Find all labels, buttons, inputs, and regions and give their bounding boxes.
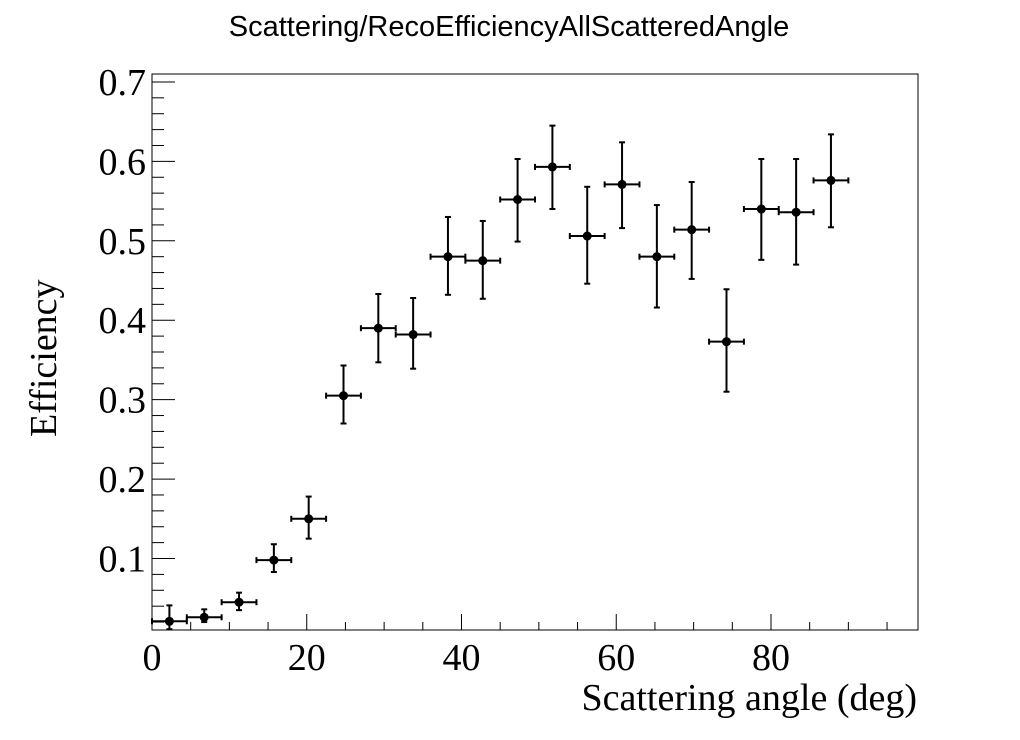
y-axis: 0.1 0.2 0.3 0.4 0.5 0.6 0.7	[99, 62, 175, 623]
y-tick-label: 0.1	[99, 539, 147, 581]
data-marker	[199, 612, 209, 622]
data-point	[742, 157, 780, 261]
x-axis: 0 20 40 60 80	[143, 614, 888, 679]
data-marker	[722, 337, 731, 347]
data-point	[429, 215, 467, 296]
data-marker	[478, 256, 488, 266]
plot-frame	[151, 73, 919, 631]
data-point	[708, 288, 745, 393]
data-marker	[164, 616, 174, 626]
data-marker	[652, 252, 662, 262]
data-marker	[547, 162, 557, 172]
x-tick-label: 40	[442, 637, 480, 679]
data-marker	[826, 175, 836, 185]
y-axis-title: Efficiency	[23, 279, 65, 437]
data-point	[812, 133, 850, 229]
x-tick-label: 80	[752, 637, 790, 679]
data-point	[638, 204, 676, 309]
x-axis-title: Scattering angle (deg)	[581, 677, 917, 719]
data-point	[603, 141, 641, 230]
data-marker	[339, 391, 348, 401]
data-marker	[687, 225, 697, 235]
data-point	[359, 293, 397, 364]
data-point	[325, 364, 362, 425]
y-tick-label: 0.2	[99, 459, 147, 501]
y-tick-label: 0.7	[99, 62, 147, 104]
data-point	[255, 543, 293, 574]
data-marker	[513, 194, 523, 204]
x-tick-label: 20	[288, 637, 326, 679]
data-marker	[582, 231, 592, 241]
data-marker	[408, 330, 418, 340]
data-point	[151, 604, 188, 631]
data-marker	[756, 204, 766, 214]
y-tick-label: 0.3	[99, 380, 147, 422]
chart-title: Scattering/RecoEfficiencyAllScatteredAng…	[229, 11, 789, 43]
data-marker	[443, 252, 453, 262]
data-series	[151, 124, 850, 631]
data-point	[673, 181, 711, 280]
data-marker	[617, 179, 627, 189]
y-tick-label: 0.4	[99, 300, 147, 342]
y-tick-label: 0.6	[99, 141, 147, 183]
data-point	[220, 591, 258, 612]
data-marker	[791, 207, 801, 217]
data-marker	[234, 597, 244, 607]
data-point	[290, 495, 328, 540]
data-point	[568, 185, 606, 285]
y-tick-label: 0.5	[99, 221, 147, 263]
data-marker	[269, 555, 279, 565]
x-tick-label: 60	[597, 637, 635, 679]
data-marker	[373, 323, 383, 333]
data-point	[499, 157, 536, 243]
data-point	[464, 219, 502, 300]
x-tick-label: 0	[143, 637, 162, 679]
data-point	[394, 296, 432, 370]
data-marker	[304, 514, 314, 524]
data-point	[185, 608, 223, 624]
data-point	[534, 124, 571, 211]
data-point	[777, 157, 815, 266]
